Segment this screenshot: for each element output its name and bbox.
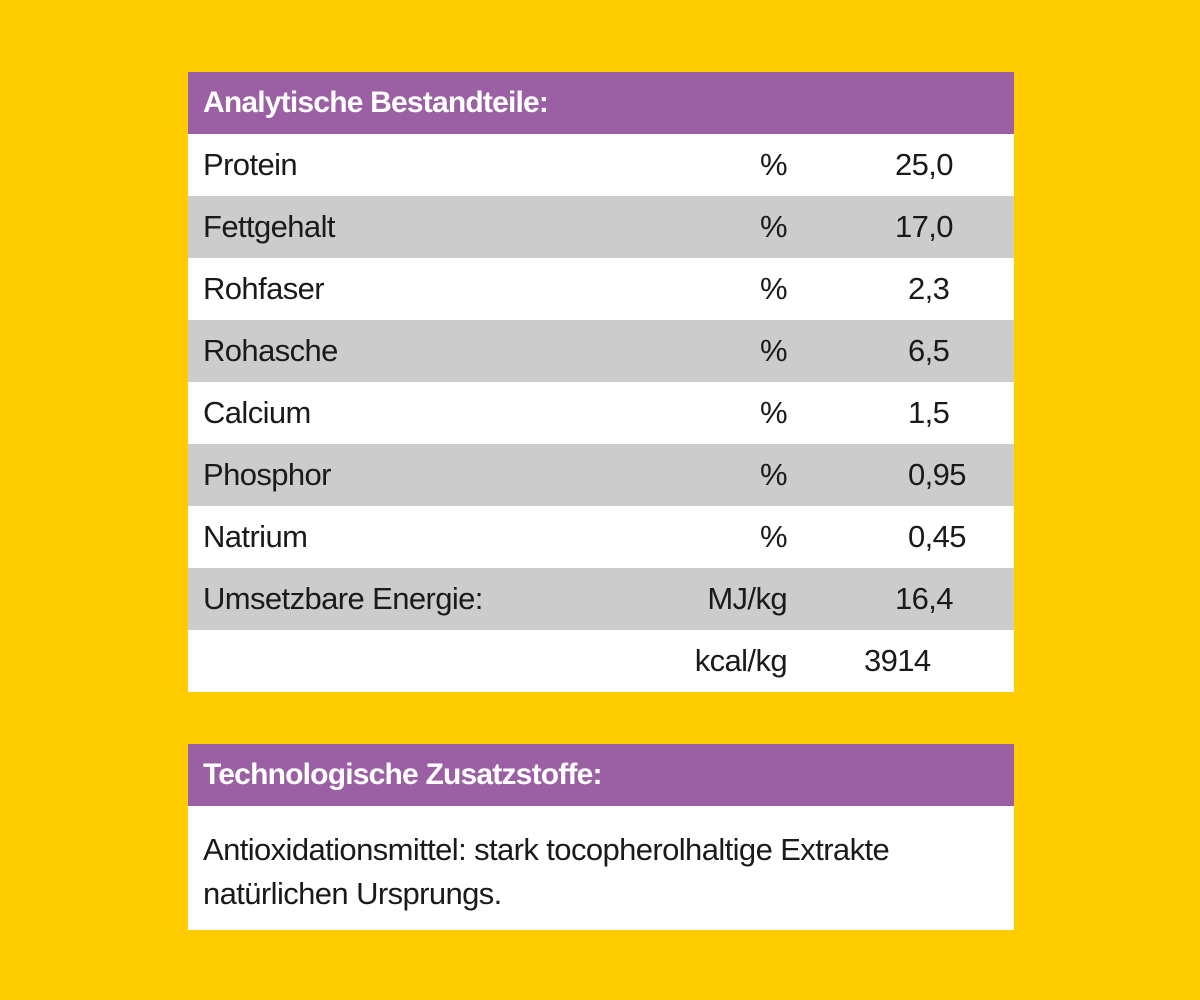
nutrient-value: 0,45 [908,519,967,554]
nutrient-name: Calcium [203,395,311,430]
nutrient-unit: % [760,209,788,244]
additives-text: Antioxidationsmittel: stark tocopherolha… [188,806,1014,930]
table-row: Calcium % 1,5 [188,382,1014,444]
nutrient-name: Rohasche [203,333,338,368]
nutrient-value: 3914 [864,643,931,678]
table-row: Umsetzbare Energie: MJ/kg 16,4 [188,568,1014,630]
analysis-panel: Analytische Bestandteile: Protein % 25,0… [188,72,1014,692]
nutrient-name: Natrium [203,519,308,554]
nutrient-unit: % [760,395,788,430]
additives-panel: Technologische Zusatzstoffe: Antioxidati… [188,744,1014,930]
nutrient-name: Rohfaser [203,271,325,306]
nutrient-unit: % [760,457,788,492]
nutrient-name: Phosphor [203,457,332,492]
nutrient-unit: MJ/kg [707,581,787,616]
nutrient-unit: % [760,333,788,368]
analysis-header: Analytische Bestandteile: [188,72,1014,134]
nutrient-unit: % [760,147,788,182]
table-row: Rohasche % 6,5 [188,320,1014,382]
nutrient-value: 1,5 [908,395,950,430]
table-row: Natrium % 0,45 [188,506,1014,568]
nutrient-value: 0,95 [908,457,967,492]
nutrient-unit: % [760,271,788,306]
additives-line: natürlichen Ursprungs. [203,876,502,911]
table-row: Rohfaser % 2,3 [188,258,1014,320]
additives-line: Antioxidationsmittel: stark tocopherolha… [203,832,890,867]
table-row: Protein % 25,0 [188,134,1014,196]
nutrient-value: 6,5 [908,333,950,368]
nutrient-value: 2,3 [908,271,950,306]
additives-header: Technologische Zusatzstoffe: [188,744,1014,806]
nutrient-value: 25,0 [895,147,954,182]
nutrient-value: 17,0 [895,209,954,244]
nutrient-unit: kcal/kg [694,643,788,678]
nutrient-name: Fettgehalt [203,209,335,244]
table-row: Phosphor % 0,95 [188,444,1014,506]
nutrient-unit: % [760,519,788,554]
table-row: kcal/kg 3914 [188,630,1014,692]
table-row: Fettgehalt % 17,0 [188,196,1014,258]
nutrient-value: 16,4 [895,581,954,616]
nutrient-name: Umsetzbare Energie: [203,581,483,616]
nutrient-name: Protein [203,147,298,182]
